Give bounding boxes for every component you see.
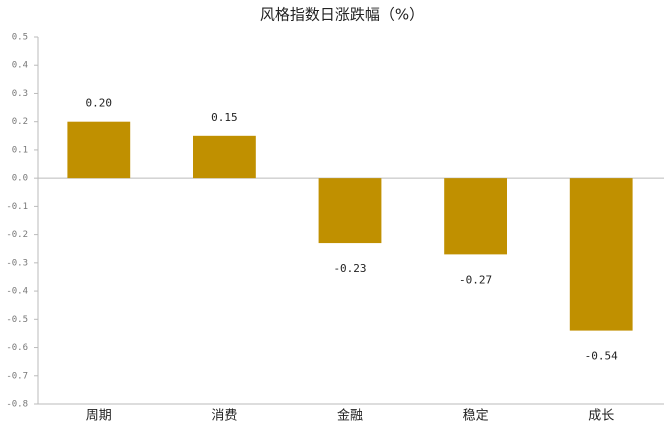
y-tick-label: -0.7 <box>6 371 28 381</box>
y-tick-label: 0.4 <box>12 61 28 71</box>
x-tick-label: 金融 <box>337 408 363 424</box>
y-tick-label: -0.5 <box>6 315 28 325</box>
y-tick-label: 0.0 <box>12 174 28 184</box>
y-tick-label: -0.6 <box>6 343 28 353</box>
value-label: 0.20 <box>86 97 113 110</box>
value-label: -0.23 <box>333 262 366 275</box>
y-tick-label: 0.2 <box>12 117 28 127</box>
value-label: -0.54 <box>585 350 618 363</box>
y-tick-label: -0.4 <box>6 287 28 297</box>
bar <box>318 178 382 244</box>
y-tick-label: 0.3 <box>12 89 28 99</box>
bar <box>444 178 507 255</box>
x-tick-label: 周期 <box>86 409 112 424</box>
x-tick-label: 成长 <box>588 409 614 424</box>
y-tick-label: -0.1 <box>6 202 28 212</box>
value-label: 0.15 <box>211 111 238 124</box>
y-tick-label: -0.3 <box>6 258 28 268</box>
value-label: -0.27 <box>459 273 492 286</box>
x-tick-label: 消费 <box>211 409 237 424</box>
bar <box>67 121 131 179</box>
x-tick-label: 稳定 <box>463 408 489 424</box>
y-tick-label: 0.5 <box>12 33 28 43</box>
bar <box>569 178 633 331</box>
y-tick-label: -0.8 <box>6 400 28 410</box>
chart-title: 风格指数日涨跌幅（%） <box>260 6 424 24</box>
y-tick-label: -0.2 <box>6 230 28 240</box>
bar <box>193 135 256 179</box>
y-tick-label: 0.1 <box>12 145 28 155</box>
